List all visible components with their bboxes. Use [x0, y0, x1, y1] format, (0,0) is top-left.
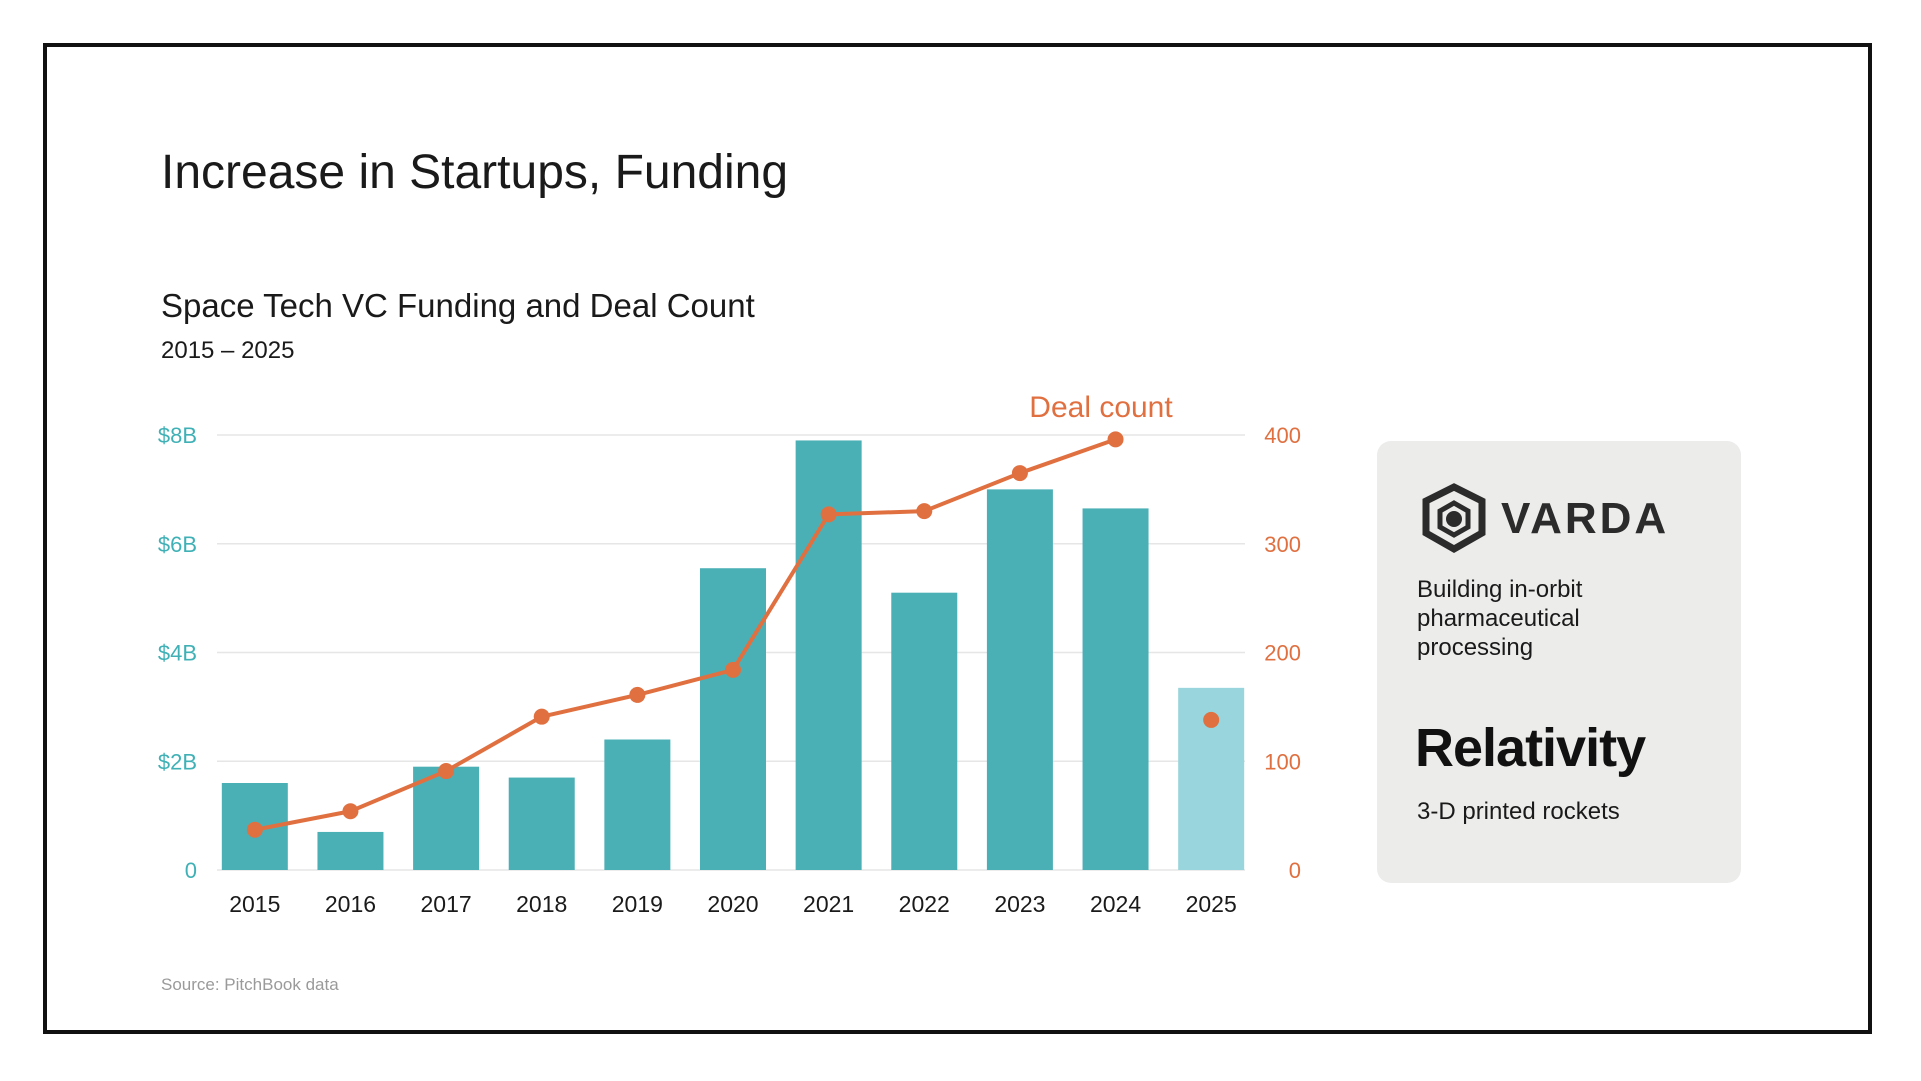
- funding-bar-2022: [891, 592, 958, 870]
- varda-mark-icon: [1422, 483, 1486, 554]
- funding-bar-2021: [795, 440, 862, 870]
- deal-count-point-2017: [438, 763, 455, 780]
- deal-count-series: [246, 431, 1220, 838]
- deal-count-point-2021: [820, 506, 837, 523]
- deal-count-point-2018: [533, 708, 550, 725]
- right-axis-tick-label: 0: [1289, 858, 1301, 883]
- deal-count-point-2022: [916, 503, 933, 520]
- right-axis: 0 100 200 300 400: [1264, 423, 1301, 883]
- funding-bar-2017: [413, 766, 480, 870]
- left-axis-tick-label: $4B: [158, 641, 197, 666]
- funding-bar-2018: [508, 777, 575, 870]
- x-axis-tick-label: 2024: [1090, 891, 1141, 917]
- deal-count-point-2020: [725, 661, 741, 678]
- deal-count-point-2015: [246, 821, 263, 838]
- funding-bar-2016: [317, 831, 384, 870]
- funding-bar-2024: [1082, 508, 1149, 870]
- chart-subtitle: 2015 – 2025: [161, 337, 295, 364]
- x-axis: 2015 2016 2017 2018 2019 2020 2021 2022 2023 2024…: [229, 891, 1237, 917]
- varda-logo: VARDA: [1417, 481, 1677, 555]
- deal-count-point-2019: [629, 686, 646, 703]
- grid-lines: [217, 434, 1245, 871]
- combo-chart: 0 $2B $4B $6B $8B 0 100 200 300 400 2015 2016 2017…: [158, 391, 1301, 917]
- deal-count-point-2023: [1011, 465, 1028, 482]
- left-axis-tick-label: $8B: [158, 423, 197, 448]
- right-axis-tick-label: 300: [1264, 532, 1301, 557]
- funding-bar-2019: [604, 739, 671, 870]
- right-axis-tick-label: 100: [1264, 749, 1301, 774]
- x-axis-tick-label: 2023: [994, 891, 1045, 917]
- left-axis-tick-label: 0: [185, 858, 197, 883]
- right-axis-tick-label: 200: [1264, 641, 1301, 666]
- x-axis-tick-label: 2022: [899, 891, 950, 917]
- chart-title: Space Tech VC Funding and Deal Count: [161, 287, 755, 324]
- company-card: VARDA Building in-orbit pharmaceutical p…: [1377, 441, 1741, 883]
- x-axis-tick-label: 2016: [325, 891, 376, 917]
- x-axis-tick-label: 2020: [707, 891, 758, 917]
- funding-bar-2020: [700, 568, 766, 870]
- x-axis-tick-label: 2017: [421, 891, 472, 917]
- x-axis-tick-label: 2018: [516, 891, 567, 917]
- slide: Increase in Startups, Funding Space Tech…: [43, 43, 1872, 1034]
- slide-title: Increase in Startups, Funding: [161, 146, 789, 199]
- x-axis-tick-label: 2019: [612, 891, 663, 917]
- varda-mark-core-icon: [1446, 511, 1462, 527]
- deal-count-line: [254, 437, 1117, 832]
- deal-count-point-2025: [1203, 711, 1220, 728]
- varda-wordmark: VARDA: [1501, 494, 1669, 543]
- deal-count-point-2024: [1107, 431, 1124, 448]
- left-axis: 0 $2B $4B $6B $8B: [158, 423, 197, 883]
- relativity-description: 3-D printed rockets: [1417, 798, 1620, 825]
- x-axis-tick-label: 2025: [1186, 891, 1237, 917]
- funding-bar-2023: [986, 489, 1053, 870]
- right-axis-tick-label: 400: [1264, 423, 1301, 448]
- relativity-logo: Relativity: [1415, 718, 1646, 778]
- deal-count-point-2016: [342, 803, 359, 820]
- left-axis-tick-label: $2B: [158, 749, 197, 774]
- left-axis-tick-label: $6B: [158, 532, 197, 557]
- varda-description: Building in-orbit pharmaceutical process…: [1417, 576, 1583, 661]
- x-axis-tick-label: 2015: [229, 891, 280, 917]
- source-note: Source: PitchBook data: [161, 975, 339, 994]
- bar-series: [221, 440, 1245, 870]
- x-axis-tick-label: 2021: [803, 891, 854, 917]
- deal-count-label: Deal count: [1029, 391, 1173, 424]
